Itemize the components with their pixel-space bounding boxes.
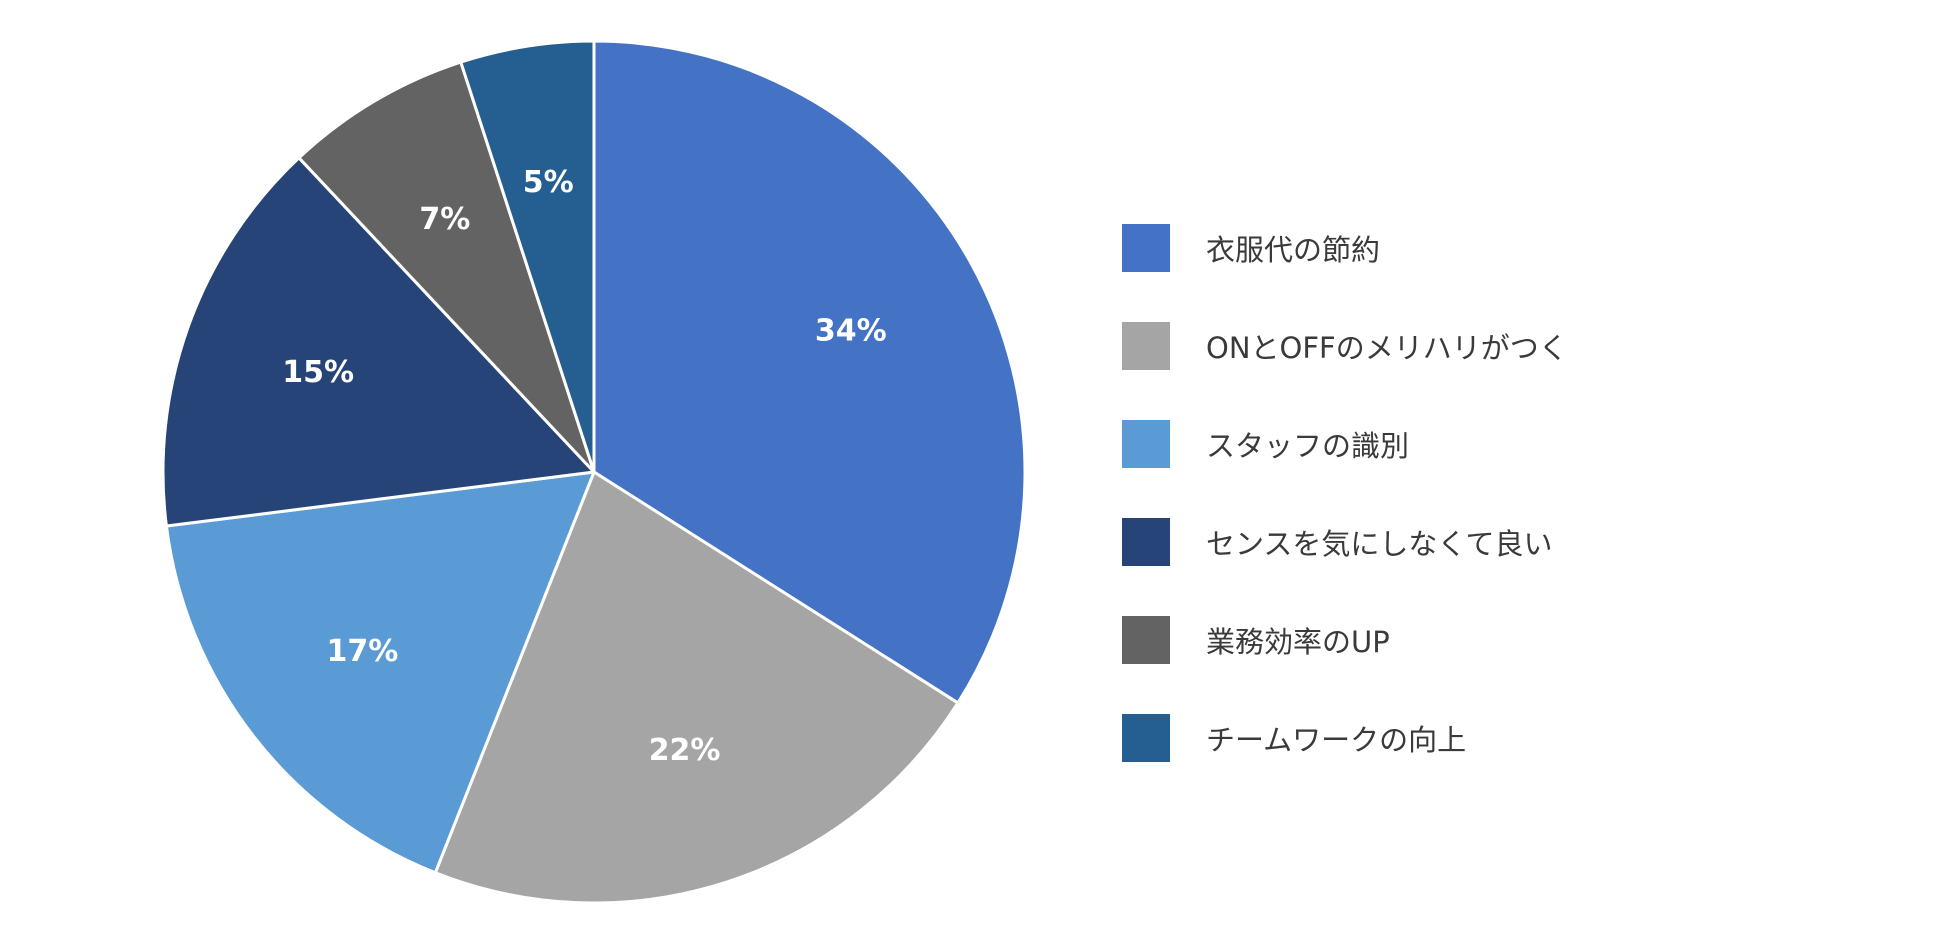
legend-swatch-3 [1122,420,1170,468]
legend-label-2: ONとOFFのメリハリがつく [1206,331,1568,365]
legend-label-6: チームワークの向上 [1206,723,1467,757]
legend-item-1: 衣服代の節約 [1122,224,1380,272]
pie-slice-6 [459,39,596,474]
legend-label-3: スタッフの識別 [1206,429,1410,463]
slice-label-3: 17% [326,634,398,669]
pie-slices [161,39,1027,905]
pie-slice-1 [592,39,1027,705]
legend-item-4: センスを気にしなくて良い [1122,518,1553,566]
pie-slice-3 [164,470,596,875]
slice-label-6: 5% [523,165,574,200]
slice-label-2: 22% [649,733,721,768]
slice-label-5: 7% [419,202,470,237]
legend-swatch-6 [1122,714,1170,762]
legend-swatch-1 [1122,224,1170,272]
legend-item-3: スタッフの識別 [1122,420,1409,468]
legend-item-6: チームワークの向上 [1122,714,1466,762]
pie-slice-5 [297,60,596,474]
legend-swatch-4 [1122,518,1170,566]
slice-label-1: 34% [815,313,887,348]
slice-label-4: 15% [282,355,354,390]
pie-data-labels: 34% 22% 17% 15% 7% 5% [282,165,886,768]
legend-item-2: ONとOFFのメリハリがつく [1122,322,1568,370]
legend-swatch-5 [1122,616,1170,664]
legend-label-5: 業務効率のUP [1206,625,1390,659]
pie-slice-4 [161,156,596,528]
legend-label-4: センスを気にしなくて良い [1206,527,1553,561]
legend-label-1: 衣服代の節約 [1206,233,1381,267]
pie-slice-2 [433,470,960,905]
legend-item-5: 業務効率のUP [1122,616,1390,664]
legend-swatch-2 [1122,322,1170,370]
